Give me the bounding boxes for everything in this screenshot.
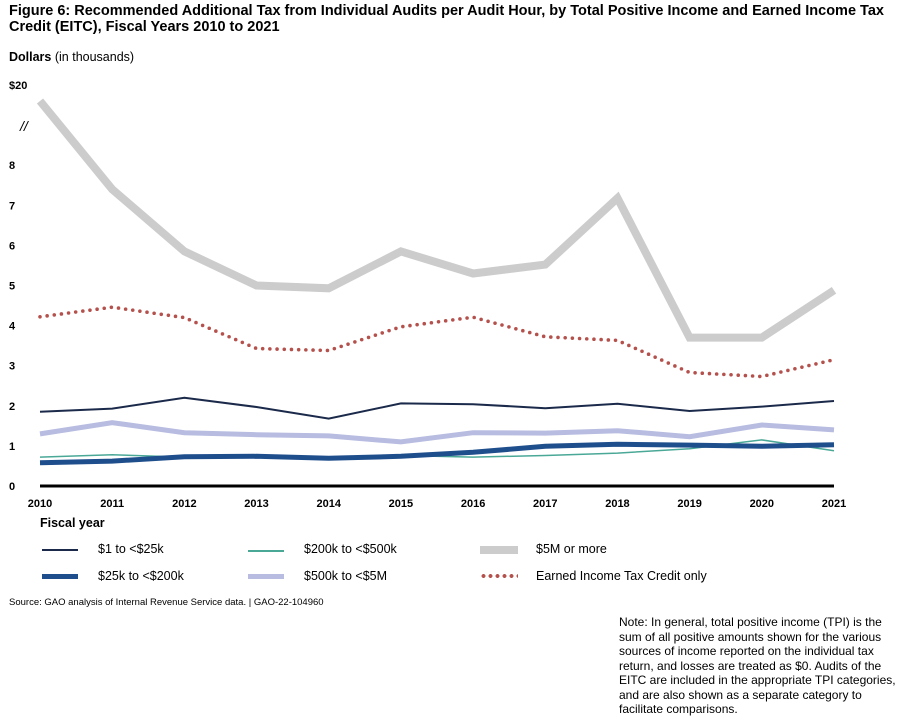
- legend-swatch-eitc: [480, 574, 518, 578]
- y-tick-label-5: 5: [9, 281, 15, 293]
- legend-swatch-1-25k: [42, 549, 78, 551]
- y-tick-label-3: 3: [9, 361, 15, 373]
- x-tick-label-2019: 2019: [677, 498, 701, 510]
- x-tick-label-2017: 2017: [533, 498, 557, 510]
- x-tick-label-2016: 2016: [461, 498, 485, 510]
- y-tick-label-4: 4: [9, 321, 16, 333]
- legend-label-25k-200k: $25k to <$200k: [98, 569, 184, 583]
- legend-label-5m: $5M or more: [536, 542, 607, 556]
- x-tick-label-2012: 2012: [172, 498, 196, 510]
- x-tick-label-2018: 2018: [605, 498, 629, 510]
- y-tick-label-0: 0: [9, 481, 15, 493]
- y-tick-label-9: $20: [9, 80, 27, 92]
- legend-swatch-200k-500k: [248, 550, 284, 552]
- y-axis-label-bold: Dollars: [9, 50, 52, 64]
- y-tick-label-1: 1: [9, 441, 15, 453]
- y-tick-label-7: 7: [9, 200, 15, 212]
- source-text: Source: GAO analysis of Internal Revenue…: [9, 597, 324, 608]
- y-axis-label: Dollars (in thousands): [9, 50, 134, 64]
- y-axis-label-units: (in thousands): [51, 50, 135, 64]
- series-line-500k-to-5m: [39, 420, 835, 445]
- series-line-5m-or-more: [36, 98, 837, 342]
- legend-label-500k-5m: $500k to <$5M: [304, 569, 388, 583]
- series-line-1-to-25k: [39, 396, 835, 420]
- legend-label-eitc: Earned Income Tax Credit only: [536, 569, 707, 583]
- x-tick-label-2021: 2021: [822, 498, 846, 510]
- legend-swatch-500k-5m: [248, 574, 284, 579]
- line-chart: 0 1 2 3 4 5 6 7 8 $20 // 2010 2011 2012 2013 2014 2015 20…: [9, 80, 846, 530]
- x-tick-label-2020: 2020: [750, 498, 774, 510]
- y-tick-label-6: 6: [9, 240, 15, 252]
- x-tick-label-2015: 2015: [389, 498, 413, 510]
- series-line-25k-to-200k: [39, 441, 835, 466]
- x-axis-title: Fiscal year: [40, 516, 105, 530]
- legend-swatch-25k-200k: [42, 574, 78, 579]
- y-tick-label-8: 8: [9, 160, 15, 172]
- legend-label-200k-500k: $200k to <$500k: [304, 542, 397, 556]
- x-tick-label-2014: 2014: [316, 498, 341, 510]
- legend-swatch-5m: [480, 546, 518, 554]
- x-tick-label-2010: 2010: [28, 498, 52, 510]
- x-tick-label-2013: 2013: [244, 498, 268, 510]
- x-tick-label-2011: 2011: [100, 498, 124, 510]
- series-line-earned-income-tax-credit-only: [38, 305, 836, 379]
- y-axis-break-symbol: //: [19, 118, 30, 134]
- note-text: Note: In general, total positive income …: [619, 615, 896, 716]
- y-tick-label-2: 2: [9, 401, 15, 413]
- legend-label-1-25k: $1 to <$25k: [98, 542, 164, 556]
- figure-title: Figure 6: Recommended Additional Tax fro…: [9, 3, 884, 35]
